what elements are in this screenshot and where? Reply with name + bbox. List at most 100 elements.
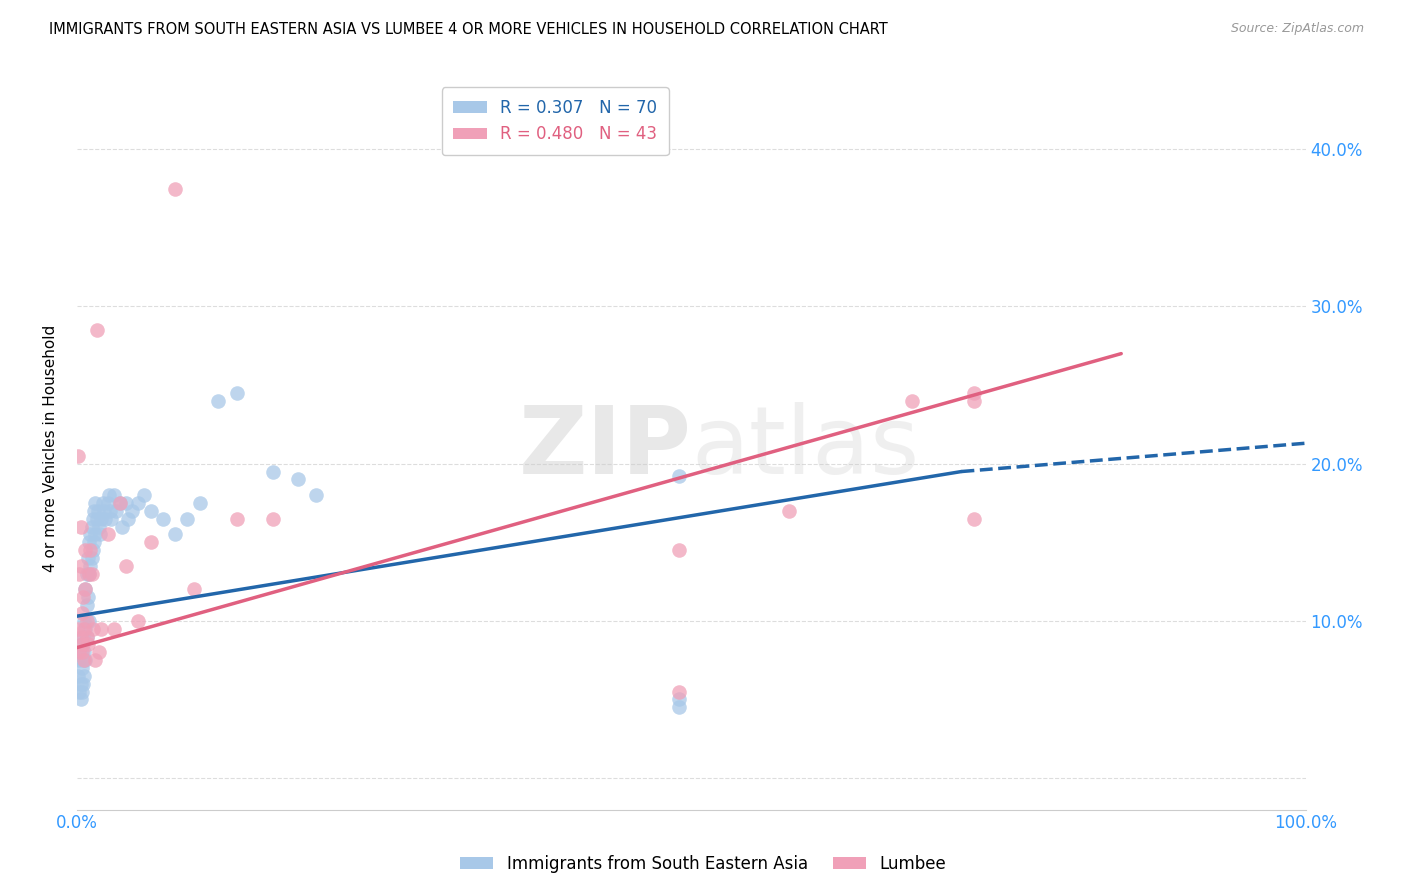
- Point: [73, 669, 96, 683]
- Point: [121, 504, 143, 518]
- Point: [165, 181, 187, 195]
- Point: [69, 645, 91, 659]
- Point: [152, 511, 174, 525]
- Point: [963, 385, 986, 400]
- Point: [90, 622, 112, 636]
- Point: [75, 653, 97, 667]
- Point: [77, 566, 100, 581]
- Point: [668, 692, 690, 706]
- Point: [90, 511, 112, 525]
- Point: [67, 653, 90, 667]
- Point: [69, 677, 91, 691]
- Point: [77, 551, 100, 566]
- Point: [82, 622, 104, 636]
- Point: [72, 591, 94, 605]
- Point: [79, 543, 101, 558]
- Point: [668, 700, 690, 714]
- Point: [97, 527, 120, 541]
- Point: [70, 661, 93, 675]
- Point: [69, 519, 91, 533]
- Point: [75, 622, 97, 636]
- Point: [76, 566, 98, 581]
- Point: [77, 637, 100, 651]
- Text: atlas: atlas: [692, 402, 920, 494]
- Point: [72, 637, 94, 651]
- Point: [77, 591, 100, 605]
- Point: [87, 519, 110, 533]
- Point: [73, 614, 96, 628]
- Point: [963, 511, 986, 525]
- Point: [84, 527, 107, 541]
- Point: [76, 630, 98, 644]
- Point: [93, 504, 115, 518]
- Point: [84, 653, 107, 667]
- Point: [963, 393, 986, 408]
- Point: [89, 527, 111, 541]
- Point: [108, 496, 131, 510]
- Point: [72, 653, 94, 667]
- Point: [176, 511, 198, 525]
- Point: [67, 645, 90, 659]
- Point: [67, 669, 90, 683]
- Point: [115, 558, 138, 573]
- Point: [70, 684, 93, 698]
- Point: [76, 630, 98, 644]
- Point: [108, 496, 131, 510]
- Point: [69, 558, 91, 573]
- Point: [70, 645, 93, 659]
- Point: [72, 677, 94, 691]
- Point: [73, 645, 96, 659]
- Point: [262, 465, 284, 479]
- Point: [103, 622, 125, 636]
- Legend: Immigrants from South Eastern Asia, Lumbee: Immigrants from South Eastern Asia, Lumb…: [453, 848, 953, 880]
- Point: [134, 488, 156, 502]
- Point: [115, 496, 138, 510]
- Point: [69, 692, 91, 706]
- Point: [165, 527, 187, 541]
- Point: [287, 472, 309, 486]
- Point: [901, 393, 924, 408]
- Point: [80, 551, 103, 566]
- Point: [103, 488, 125, 502]
- Point: [67, 566, 90, 581]
- Point: [668, 469, 690, 483]
- Point: [183, 582, 205, 597]
- Point: [86, 511, 108, 525]
- Point: [82, 543, 104, 558]
- Point: [100, 511, 122, 525]
- Point: [72, 630, 94, 644]
- Point: [67, 684, 90, 698]
- Point: [73, 653, 96, 667]
- Point: [84, 496, 107, 510]
- Legend: R = 0.307   N = 70, R = 0.480   N = 43: R = 0.307 N = 70, R = 0.480 N = 43: [441, 87, 668, 155]
- Point: [225, 385, 247, 400]
- Point: [77, 566, 100, 581]
- Y-axis label: 4 or more Vehicles in Household: 4 or more Vehicles in Household: [44, 325, 58, 572]
- Point: [80, 566, 103, 581]
- Point: [70, 606, 93, 620]
- Point: [83, 504, 105, 518]
- Point: [207, 393, 229, 408]
- Point: [139, 504, 162, 518]
- Point: [77, 535, 100, 549]
- Point: [80, 519, 103, 533]
- Point: [94, 511, 117, 525]
- Point: [69, 630, 91, 644]
- Point: [111, 519, 134, 533]
- Point: [67, 622, 90, 636]
- Point: [76, 598, 98, 612]
- Point: [97, 496, 120, 510]
- Text: IMMIGRANTS FROM SOUTH EASTERN ASIA VS LUMBEE 4 OR MORE VEHICLES IN HOUSEHOLD COR: IMMIGRANTS FROM SOUTH EASTERN ASIA VS LU…: [49, 22, 889, 37]
- Point: [779, 504, 801, 518]
- Point: [87, 504, 110, 518]
- Point: [82, 511, 104, 525]
- Point: [76, 614, 98, 628]
- Point: [73, 622, 96, 636]
- Point: [79, 558, 101, 573]
- Point: [77, 614, 100, 628]
- Point: [127, 496, 149, 510]
- Point: [70, 637, 93, 651]
- Point: [91, 496, 114, 510]
- Point: [67, 449, 90, 463]
- Point: [75, 582, 97, 597]
